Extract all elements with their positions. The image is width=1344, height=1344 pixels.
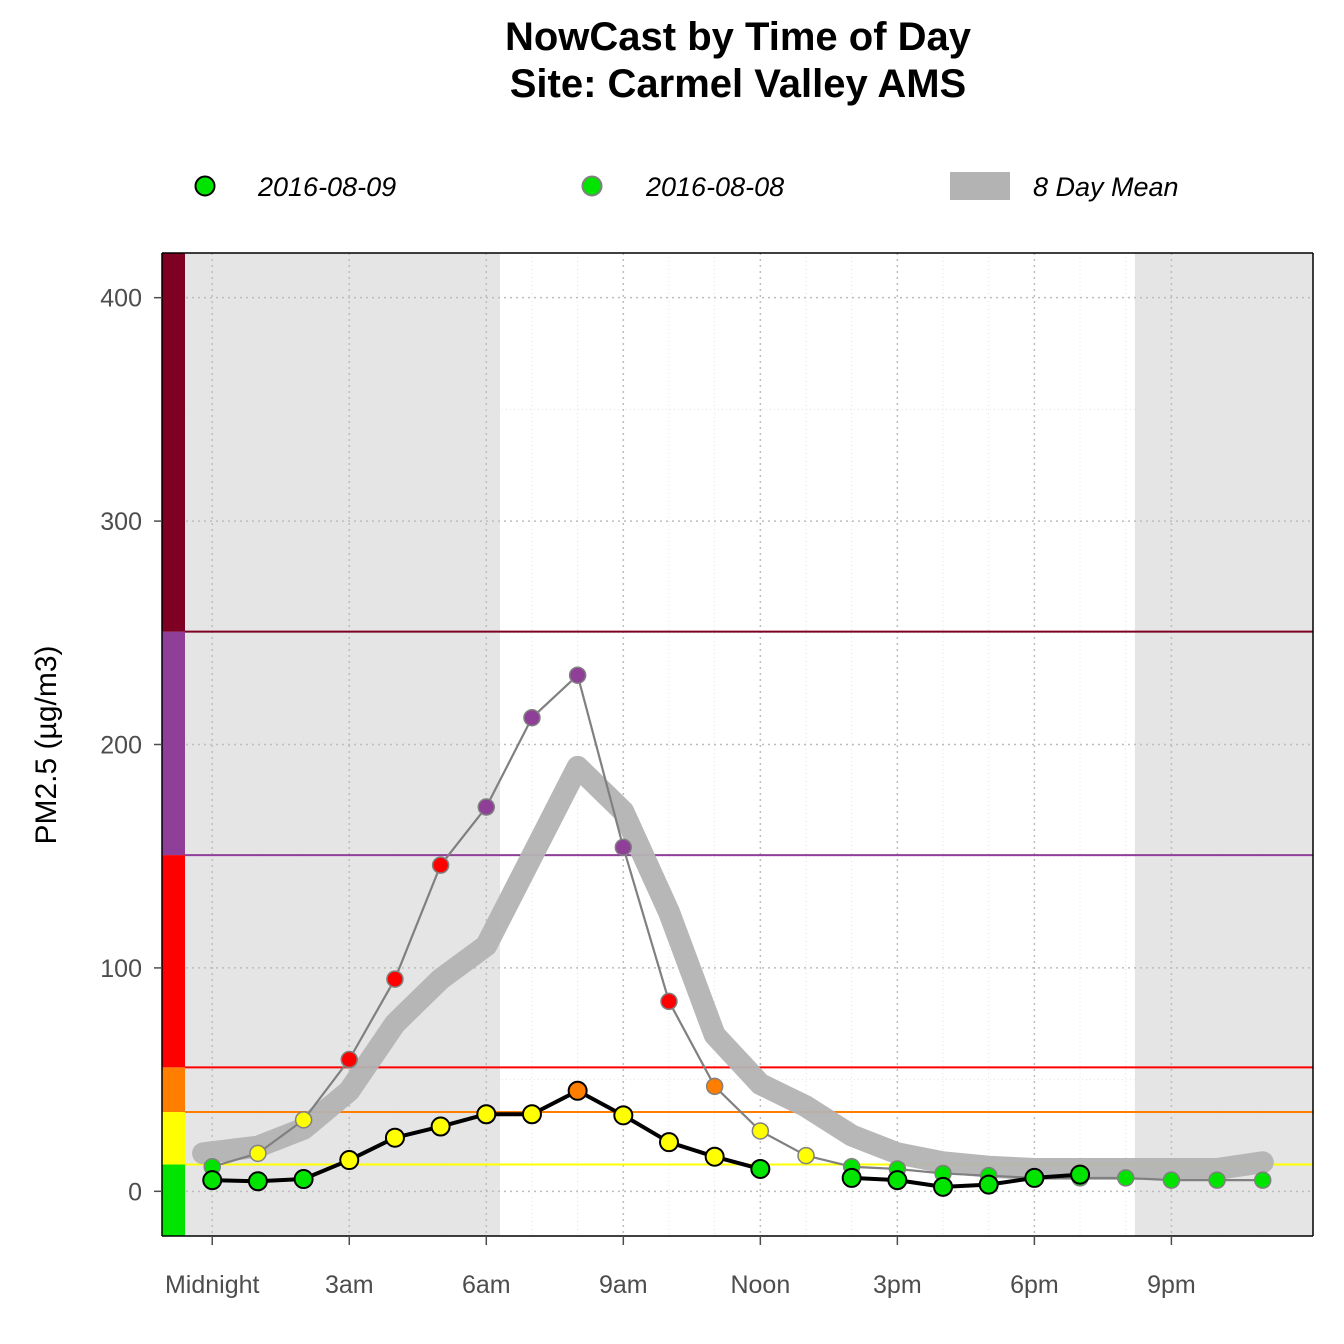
today-point: [521, 1104, 542, 1125]
x-tick-label: 3pm: [873, 1271, 922, 1299]
chart-title-line1: NowCast by Time of Day: [505, 15, 972, 59]
yesterday-point: [294, 1111, 313, 1129]
today-point: [567, 1080, 588, 1101]
legend: 2016-08-09 2016-08-08 8 Day Mean: [194, 172, 1179, 202]
y-tick-label: 100: [100, 955, 142, 983]
y-tick-label: 400: [100, 285, 142, 313]
legend-mean-swatch: [950, 172, 1010, 200]
yesterday-point: [660, 992, 678, 1011]
yesterday-point: [1254, 1171, 1272, 1189]
yesterday-point: [431, 856, 450, 874]
aqi-band-1: [162, 1112, 185, 1165]
today-point: [704, 1146, 725, 1167]
yesterday-point: [386, 970, 404, 988]
yesterday-point: [705, 1077, 724, 1096]
yesterday-point: [477, 798, 496, 816]
today-point: [430, 1116, 451, 1137]
today-point: [750, 1158, 771, 1179]
today-point: [293, 1169, 314, 1190]
y-axis-label: PM2.5 (µg/m3): [30, 646, 63, 845]
x-tick-label: 3am: [325, 1271, 374, 1299]
yesterday-point: [797, 1146, 815, 1165]
y-tick-label: 300: [100, 508, 142, 536]
today-point: [339, 1150, 360, 1171]
today-point: [887, 1170, 908, 1191]
today-point: [384, 1127, 405, 1148]
yesterday-point: [568, 666, 587, 684]
yesterday-point: [1208, 1171, 1226, 1189]
x-tick-label: 6am: [462, 1271, 511, 1299]
today-point: [613, 1105, 634, 1126]
yesterday-point: [614, 838, 633, 857]
today-point: [247, 1171, 268, 1192]
chart-title-line2: Site: Carmel Valley AMS: [510, 62, 966, 106]
series-today-line: [851, 1172, 1081, 1189]
aqi-band-4: [162, 631, 185, 856]
yesterday-point: [249, 1144, 267, 1163]
today-point: [978, 1174, 999, 1195]
aqi-band-3: [162, 855, 185, 1068]
today-point: [1070, 1164, 1091, 1185]
y-tick-label: 0: [128, 1178, 142, 1206]
legend-mean-label: 8 Day Mean: [1033, 172, 1179, 202]
grid: [162, 253, 1313, 1236]
legend-today-marker: [194, 175, 216, 197]
aqi-band-5: [162, 253, 185, 632]
yesterday-point: [1162, 1171, 1181, 1189]
yesterday-point: [751, 1122, 770, 1140]
today-point: [658, 1132, 679, 1153]
legend-yesterday-marker: [581, 175, 603, 197]
aqi-band-0: [162, 1164, 185, 1236]
y-tick-label: 200: [100, 732, 142, 760]
night-shade-1: [1134, 253, 1313, 1236]
yesterday-point: [1116, 1169, 1135, 1187]
legend-today-label: 2016-08-09: [257, 172, 396, 202]
plot-area: 0 100 200 300 400 Midnight 3am 6am 9am Noon 3pm 6pm…: [100, 252, 1314, 1299]
today-point: [202, 1170, 223, 1191]
x-tick-label: 9pm: [1147, 1271, 1196, 1299]
legend-yesterday-label: 2016-08-08: [645, 172, 784, 202]
today-point: [1024, 1167, 1045, 1188]
aqi-band-2: [162, 1067, 185, 1113]
today-point: [841, 1167, 862, 1188]
today-point: [933, 1176, 954, 1197]
today-point: [476, 1104, 497, 1125]
x-tick-label: Noon: [730, 1271, 790, 1299]
x-tick-label: 9am: [599, 1271, 648, 1299]
yesterday-point: [523, 708, 541, 727]
x-tick-label: 6pm: [1010, 1271, 1059, 1299]
x-tick-label: Midnight: [165, 1271, 260, 1299]
yesterday-point: [340, 1050, 359, 1069]
